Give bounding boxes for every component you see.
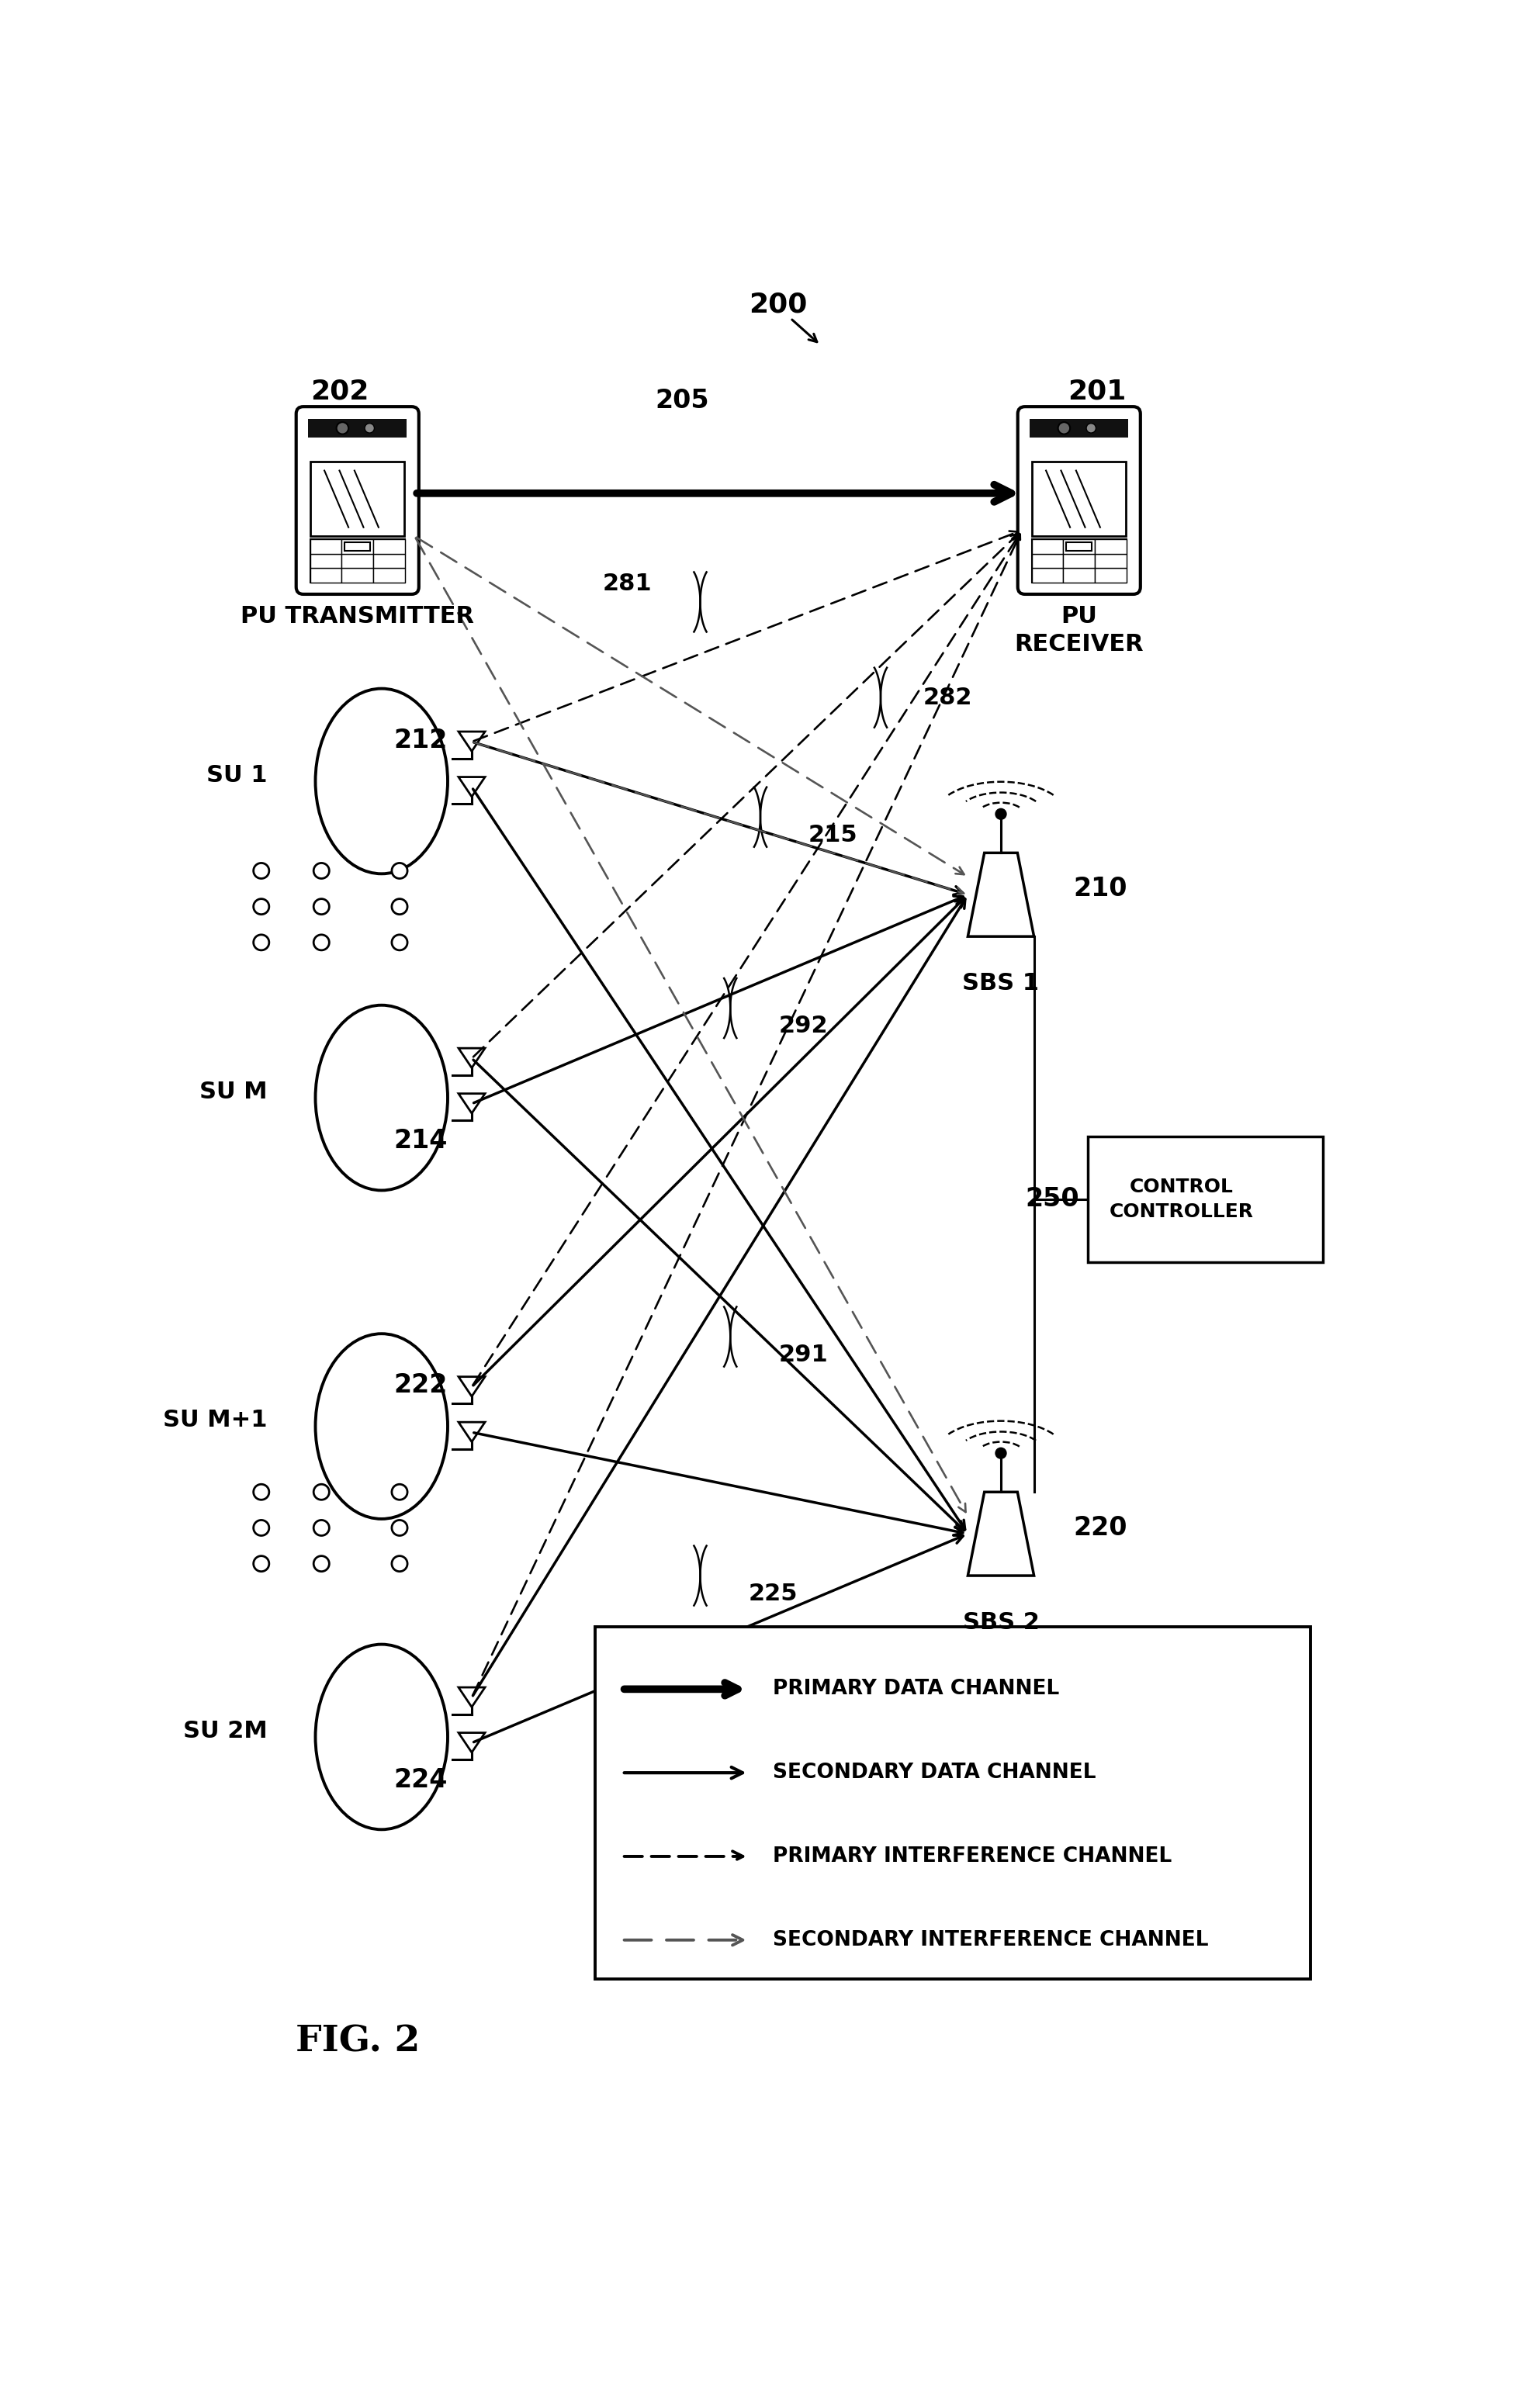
Polygon shape <box>458 1423 486 1442</box>
Bar <box>310 568 342 583</box>
Circle shape <box>996 809 1006 819</box>
Circle shape <box>313 1519 330 1536</box>
Polygon shape <box>458 732 486 751</box>
FancyBboxPatch shape <box>1030 419 1129 438</box>
Text: PU
RECEIVER: PU RECEIVER <box>1014 604 1144 655</box>
Bar <box>310 539 405 583</box>
Text: 201: 201 <box>1068 378 1126 405</box>
FancyBboxPatch shape <box>1088 1137 1322 1262</box>
Circle shape <box>254 1519 269 1536</box>
Bar <box>342 539 374 554</box>
Ellipse shape <box>315 689 448 874</box>
Bar <box>1064 554 1095 568</box>
Circle shape <box>392 934 407 951</box>
FancyBboxPatch shape <box>297 407 419 595</box>
Circle shape <box>313 862 330 879</box>
Polygon shape <box>968 1493 1033 1575</box>
Text: 281: 281 <box>602 573 652 595</box>
Polygon shape <box>458 778 486 797</box>
Bar <box>310 554 342 568</box>
Bar <box>1064 539 1095 554</box>
Bar <box>1067 542 1092 551</box>
Circle shape <box>336 421 348 433</box>
Text: FIG. 2: FIG. 2 <box>295 2023 419 2059</box>
Bar <box>1064 568 1095 583</box>
Circle shape <box>254 1556 269 1572</box>
Polygon shape <box>458 1093 486 1112</box>
Circle shape <box>313 1483 330 1500</box>
Text: 205: 205 <box>655 388 710 414</box>
Circle shape <box>365 424 374 433</box>
Bar <box>1032 554 1064 568</box>
Bar <box>1032 462 1126 537</box>
Circle shape <box>392 898 407 915</box>
Text: 225: 225 <box>749 1582 797 1604</box>
Circle shape <box>254 1483 269 1500</box>
Circle shape <box>313 1556 330 1572</box>
Text: 210: 210 <box>1073 877 1127 901</box>
Circle shape <box>313 898 330 915</box>
Text: 200: 200 <box>749 291 808 318</box>
Bar <box>342 554 374 568</box>
Ellipse shape <box>315 1334 448 1519</box>
Text: 292: 292 <box>778 1014 828 1038</box>
Text: PRIMARY INTERFERENCE CHANNEL: PRIMARY INTERFERENCE CHANNEL <box>773 1847 1171 1866</box>
Circle shape <box>254 862 269 879</box>
Bar <box>1032 568 1064 583</box>
Bar <box>310 539 342 554</box>
Text: 291: 291 <box>778 1344 828 1365</box>
Polygon shape <box>458 1734 486 1753</box>
Text: SECONDARY INTERFERENCE CHANNEL: SECONDARY INTERFERENCE CHANNEL <box>773 1929 1207 1950</box>
Bar <box>1032 539 1127 583</box>
Ellipse shape <box>315 1004 448 1190</box>
Bar <box>1095 539 1127 554</box>
Text: 220: 220 <box>1073 1515 1127 1541</box>
Circle shape <box>254 898 269 915</box>
FancyBboxPatch shape <box>309 419 407 438</box>
Text: 224: 224 <box>393 1767 448 1794</box>
Circle shape <box>313 934 330 951</box>
Polygon shape <box>458 1688 486 1707</box>
Text: PRIMARY DATA CHANNEL: PRIMARY DATA CHANNEL <box>773 1678 1059 1700</box>
Text: 214: 214 <box>393 1127 448 1153</box>
Text: SU 2M: SU 2M <box>183 1719 268 1743</box>
Circle shape <box>996 1447 1006 1459</box>
FancyBboxPatch shape <box>595 1625 1310 1979</box>
Text: SU 1: SU 1 <box>206 763 268 787</box>
Text: 202: 202 <box>310 378 369 405</box>
Circle shape <box>1086 424 1095 433</box>
Text: SBS 2: SBS 2 <box>962 1611 1039 1635</box>
Bar <box>374 554 405 568</box>
Text: 222: 222 <box>393 1373 448 1399</box>
Text: 250: 250 <box>1026 1187 1079 1211</box>
Circle shape <box>392 1483 407 1500</box>
Polygon shape <box>458 1377 486 1397</box>
Polygon shape <box>968 852 1033 937</box>
Text: 215: 215 <box>808 824 858 845</box>
Circle shape <box>392 862 407 879</box>
Bar <box>345 542 371 551</box>
Text: 212: 212 <box>393 727 448 754</box>
Circle shape <box>1058 421 1070 433</box>
Bar <box>1032 539 1064 554</box>
Bar <box>1095 554 1127 568</box>
Text: 282: 282 <box>923 686 971 708</box>
FancyBboxPatch shape <box>1018 407 1141 595</box>
Text: SBS 1: SBS 1 <box>962 973 1039 995</box>
Ellipse shape <box>315 1645 448 1830</box>
Text: PU TRANSMITTER: PU TRANSMITTER <box>241 604 474 628</box>
Circle shape <box>392 1519 407 1536</box>
Circle shape <box>254 934 269 951</box>
Bar <box>374 568 405 583</box>
Text: SECONDARY DATA CHANNEL: SECONDARY DATA CHANNEL <box>773 1763 1095 1782</box>
Text: SU M: SU M <box>200 1081 268 1103</box>
Bar <box>342 568 374 583</box>
Bar <box>374 539 405 554</box>
Text: CONTROL
CONTROLLER: CONTROL CONTROLLER <box>1109 1178 1253 1221</box>
Polygon shape <box>458 1047 486 1067</box>
Text: SU M+1: SU M+1 <box>163 1409 268 1433</box>
Bar <box>310 462 404 537</box>
Circle shape <box>392 1556 407 1572</box>
Bar <box>1095 568 1127 583</box>
